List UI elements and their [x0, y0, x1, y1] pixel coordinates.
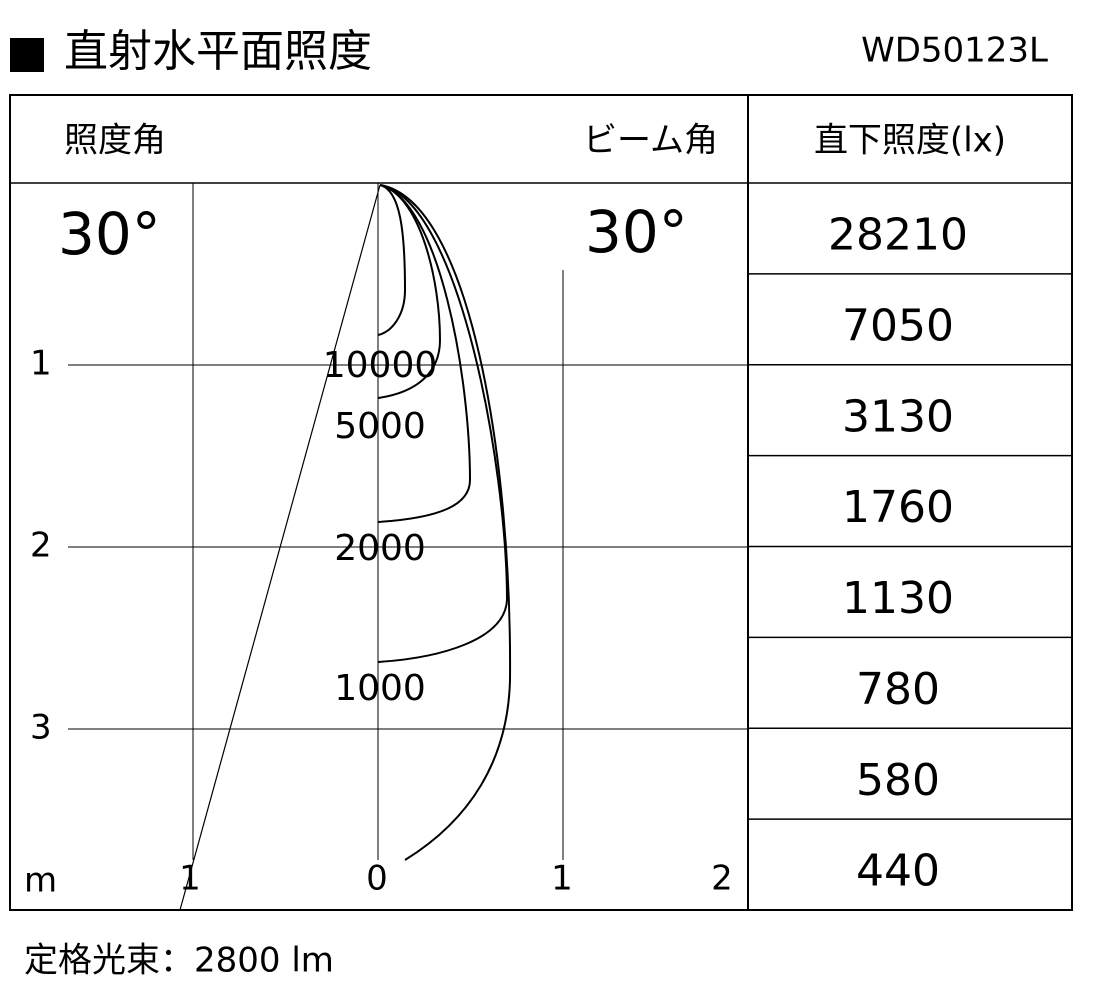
contour	[377, 184, 509, 663]
contour-label: 5000	[334, 406, 426, 447]
illuminance-value: 1760	[842, 482, 954, 533]
title: 直射水平面照度	[64, 26, 372, 77]
illuminance-value: 7050	[842, 300, 954, 351]
beam-angle: 30°	[585, 198, 688, 266]
contour	[379, 184, 512, 861]
beam-line	[179, 184, 381, 911]
title-square	[10, 38, 44, 72]
contours	[377, 184, 512, 861]
y-label: 2	[30, 526, 52, 566]
x-label: 1	[179, 859, 201, 899]
illuminance-value: 3130	[842, 391, 954, 442]
grid	[68, 183, 748, 860]
y-label: 1	[30, 344, 52, 384]
unit-label: m	[24, 861, 57, 901]
contour-label: 10000	[323, 345, 438, 386]
left-header: 照度角	[64, 121, 166, 161]
illuminance-value: 28210	[828, 210, 968, 261]
beam-header: ビーム角	[583, 121, 718, 161]
x-label: 2	[711, 859, 733, 899]
model: WD50123L	[861, 31, 1048, 71]
right-header: 直下照度(lx)	[814, 121, 1006, 161]
illuminance-value: 440	[856, 846, 940, 897]
illuminance-value: 1130	[842, 573, 954, 624]
x-label: 1	[551, 859, 573, 899]
left-angle: 30°	[58, 200, 161, 268]
illuminance-value: 580	[856, 755, 940, 806]
contour	[377, 184, 442, 399]
contour	[377, 184, 407, 336]
y-label: 3	[30, 708, 52, 748]
labels: 28210 7050 3130 1760 1130 780 580 440 1 2 3 m 1 0 1 2 10…	[24, 210, 1072, 901]
contour-label: 2000	[334, 528, 426, 569]
frame	[9, 94, 1073, 911]
footer: 定格光束：2800 lm	[24, 941, 334, 981]
contour-label: 1000	[334, 668, 426, 709]
contour	[377, 184, 472, 523]
illuminance-value: 780	[856, 664, 940, 715]
x-label: 0	[366, 859, 388, 899]
